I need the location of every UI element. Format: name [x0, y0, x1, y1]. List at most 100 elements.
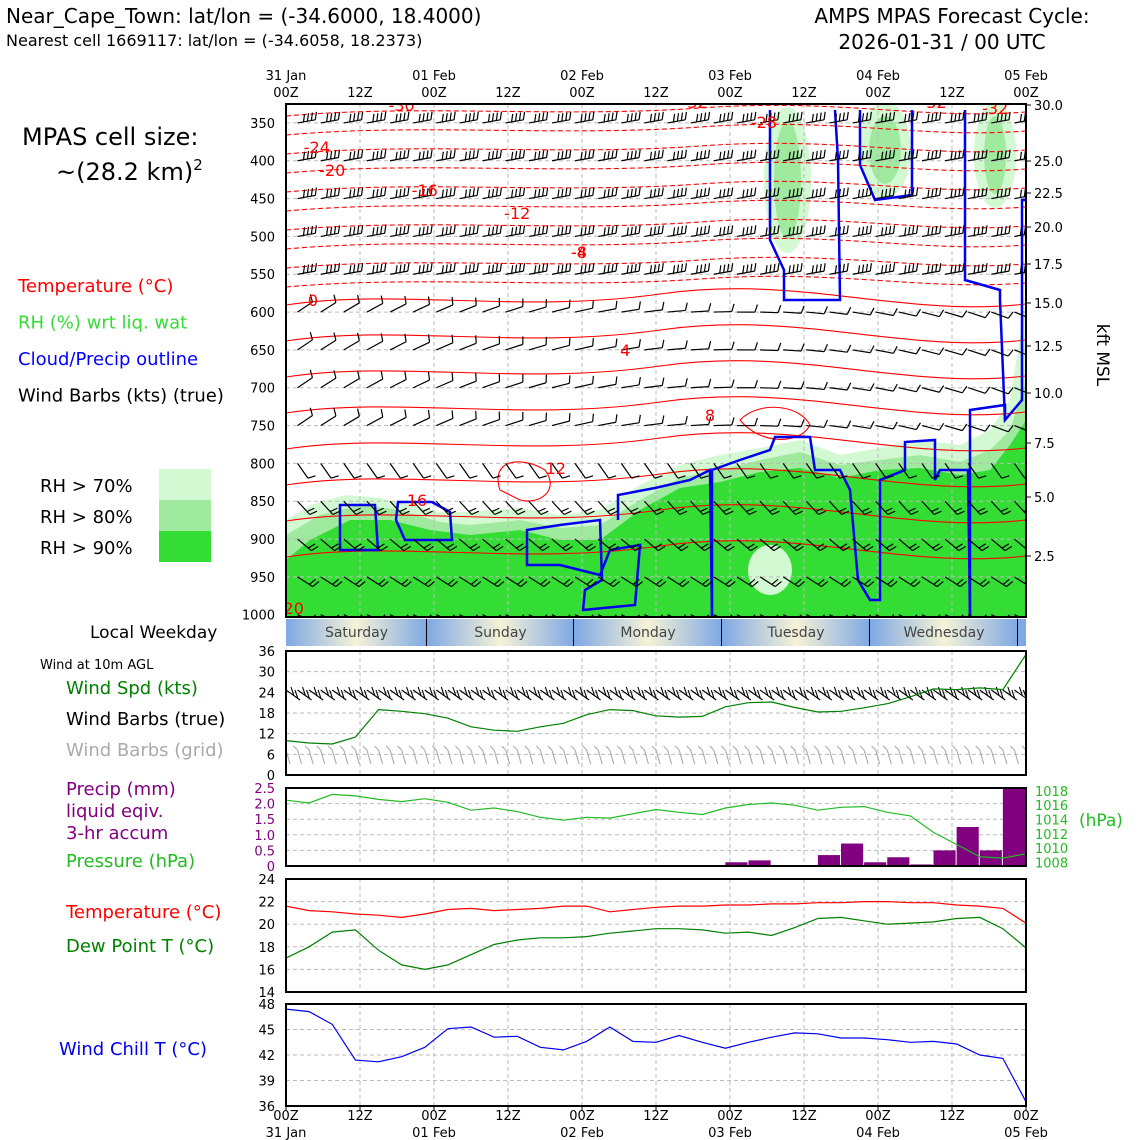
wind-barb [620, 500, 642, 516]
wind-barb [621, 225, 641, 238]
wind-barb [597, 614, 621, 617]
wind-barb-grid [524, 745, 534, 765]
wind-barb [921, 347, 945, 355]
top-tick-label: 00Z [273, 86, 299, 101]
pressure-tick-label: 1000 [242, 609, 275, 624]
pressure-tick-label: 950 [250, 571, 275, 586]
wind-barb [528, 111, 549, 124]
wind-barb [736, 463, 756, 479]
wind-barb [320, 149, 341, 162]
precip-bar [956, 827, 979, 866]
wind-barb [898, 463, 917, 479]
wind-barb [412, 409, 431, 427]
wind-barb-grid [559, 745, 569, 765]
wind-barb [968, 187, 988, 200]
temperature-contour-label: -16 [412, 181, 438, 200]
top-date-label: 03 Feb [708, 69, 752, 84]
wind-barb [736, 417, 758, 427]
wind-barb [597, 463, 617, 479]
wind-barb-true [412, 686, 428, 701]
bottom-date-label: 31 Jan [266, 1126, 307, 1140]
wind-barb-grid [929, 745, 939, 765]
wind-barb [366, 463, 386, 479]
wind-barb-grid [905, 745, 915, 765]
wind-barb [1014, 425, 1026, 431]
wind-barb [690, 303, 712, 313]
wind-barb [921, 538, 943, 552]
dewpoint-line [286, 916, 1026, 971]
bottom-date-label: 01 Feb [412, 1126, 456, 1140]
wind-barb [806, 344, 828, 353]
cloud-outline-path [616, 467, 714, 617]
wind-barb-true [771, 686, 786, 701]
wind-barb [343, 263, 364, 275]
wind-barb [551, 375, 571, 389]
wind-barb [482, 297, 501, 313]
temperature-contour [286, 324, 1026, 344]
wind-barb [297, 331, 314, 351]
wind-barb [505, 538, 527, 552]
wind-barb [968, 348, 991, 357]
wind-barb [459, 538, 481, 552]
wind-barb [968, 225, 988, 238]
wind-barb [412, 614, 436, 617]
rh-legend-label: RH > 80% [40, 507, 133, 528]
wind-barb [435, 463, 455, 479]
wind-barb [852, 576, 875, 588]
forecast-cycle-title: AMPS MPAS Forecast Cycle: [814, 4, 1089, 28]
wind-barb [736, 538, 758, 552]
wind-barb [783, 343, 805, 352]
wind-barb [482, 111, 502, 124]
wind-barb-true [667, 686, 682, 701]
wind-barb-true [286, 686, 301, 701]
wind-barb [436, 334, 454, 351]
wind-barb-grid [882, 745, 892, 765]
wind-barb [505, 225, 526, 238]
wind-barb-grid [663, 745, 673, 765]
wind-barb [574, 187, 595, 200]
wind-barb [990, 576, 1014, 588]
wind-barb [967, 576, 990, 588]
wind-barb [644, 576, 667, 588]
top-date-label: 05 Feb [1004, 69, 1048, 84]
pressure-tick-label: 1016 [1035, 799, 1068, 814]
wind-barb-grid [986, 745, 996, 765]
wind-barb [505, 336, 524, 351]
y-tick-label: 12 [258, 728, 275, 743]
wind-barb [436, 187, 456, 200]
height-tick-label: 25.0 [1034, 155, 1063, 170]
wind-barb-true [447, 686, 463, 701]
wind-barb-true [805, 686, 821, 701]
wind-barb-true [366, 686, 382, 701]
wind-barb-grid [582, 745, 592, 765]
wind-barb-grid [998, 745, 1008, 765]
wind-barb [829, 149, 849, 162]
wind-barb [644, 263, 664, 275]
wind-barb [944, 149, 965, 162]
wind-barb [574, 300, 594, 313]
weekday-name: Tuesday [767, 625, 825, 641]
wind-barb [713, 263, 734, 275]
wind-barb [898, 149, 919, 162]
wind-barb [806, 419, 828, 428]
wind-barb-grid [778, 745, 788, 765]
wind-barb [389, 225, 410, 238]
wind-barb [366, 111, 387, 124]
wind-barb [620, 576, 644, 588]
windchill-legend: Wind Chill T (°C) [59, 1039, 207, 1060]
wind-barb [528, 336, 547, 351]
y-tick-label: 45 [258, 1024, 275, 1039]
temperature-contour-label: -32 [920, 93, 946, 112]
wind-barb-grid [720, 745, 730, 765]
wind-barb [667, 614, 690, 617]
wind-barb [921, 111, 942, 124]
wind-barb [389, 149, 410, 162]
wind-barb [505, 614, 528, 617]
top-tick-label: 00Z [865, 86, 891, 101]
bottom-tick-label: 00Z [421, 1109, 447, 1124]
wind-barb [921, 263, 942, 275]
wind-barb [759, 111, 780, 124]
wind-barb [713, 225, 734, 238]
wind-barb [944, 111, 965, 124]
wind-barb [389, 111, 410, 124]
